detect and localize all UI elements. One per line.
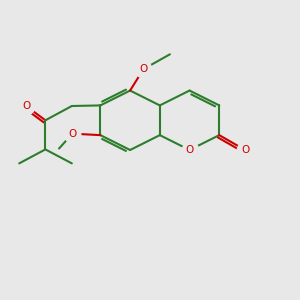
Text: O: O: [139, 64, 148, 74]
Text: O: O: [241, 145, 249, 155]
Text: O: O: [68, 129, 76, 139]
Text: O: O: [22, 101, 30, 111]
Text: O: O: [185, 145, 194, 155]
